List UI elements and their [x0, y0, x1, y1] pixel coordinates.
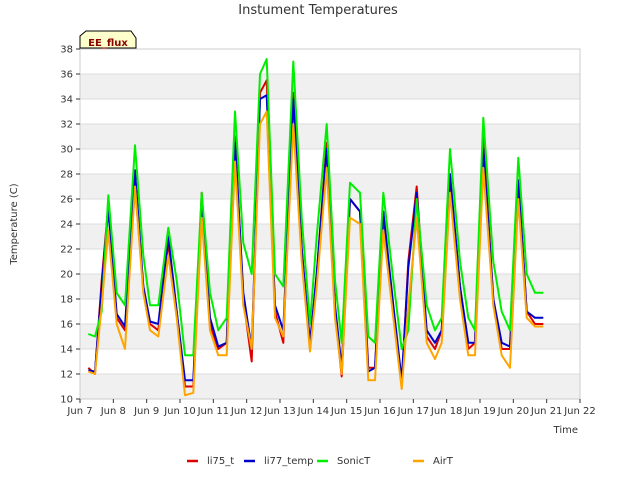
x-tick-label: Jun 13	[263, 406, 296, 417]
y-tick-label: 26	[60, 195, 73, 206]
series-line-SonicT	[87, 58, 544, 357]
x-tick-label: Jun 9	[133, 406, 159, 417]
y-axis: 10 12 14 16 18 20 22 24 26 28 30 32 34 36 38	[60, 45, 80, 406]
grid-band	[80, 124, 580, 149]
legend-label: li77_temp	[264, 456, 313, 467]
x-tick-label: Jun 15	[330, 406, 363, 417]
x-tick-label: Jun 19	[463, 406, 496, 417]
y-tick-label: 28	[60, 170, 73, 181]
series-line-AirT	[87, 110, 544, 397]
y-tick-label: 12	[60, 370, 73, 381]
x-tick-label: Jun 11	[197, 406, 230, 417]
y-axis-label: Temperature (C)	[9, 183, 20, 265]
x-axis: Jun 7 Jun 8 Jun 9 Jun 10 Jun 11 Jun 12 Jun 13 J…	[66, 399, 596, 417]
grid-band	[80, 74, 580, 99]
legend: li75_t li77_temp SonicT AirT	[187, 456, 454, 467]
x-tick-label: Jun 16	[363, 406, 396, 417]
y-tick-label: 18	[60, 295, 73, 306]
x-tick-label: Jun 18	[430, 406, 463, 417]
ee-flux-badge: EE_flux	[79, 30, 137, 49]
y-tick-label: 10	[60, 395, 73, 406]
x-tick-label: Jun 12	[230, 406, 263, 417]
chart-title: Instument Temperatures	[238, 3, 398, 18]
legend-label: li75_t	[207, 456, 234, 467]
x-tick-label: Jun 22	[563, 406, 596, 417]
y-tick-label: 34	[60, 95, 73, 106]
x-tick-label: Jun 14	[297, 406, 330, 417]
y-tick-label: 36	[60, 70, 73, 81]
x-tick-label: Jun 7	[66, 406, 92, 417]
badge-label: EE_flux	[88, 38, 128, 49]
y-tick-label: 24	[60, 220, 73, 231]
grid-band	[80, 274, 580, 299]
x-tick-label: Jun 8	[100, 406, 126, 417]
x-tick-label: Jun 17	[397, 406, 430, 417]
y-tick-label: 32	[60, 120, 73, 131]
x-axis-label: Time	[553, 425, 578, 436]
y-tick-label: 22	[60, 245, 73, 256]
legend-label: AirT	[433, 456, 454, 467]
series-lines	[87, 58, 544, 397]
legend-label: SonicT	[337, 456, 371, 467]
x-tick-label: Jun 21	[530, 406, 563, 417]
x-tick-label: Jun 20	[497, 406, 530, 417]
y-tick-label: 38	[60, 45, 73, 56]
series-line-li77_temp	[88, 94, 544, 382]
grid-band	[80, 374, 580, 399]
y-tick-label: 14	[60, 345, 73, 356]
y-tick-label: 30	[60, 145, 73, 156]
y-tick-label: 16	[60, 320, 73, 331]
y-tick-label: 20	[60, 270, 73, 281]
x-tick-label: Jun 10	[163, 406, 196, 417]
